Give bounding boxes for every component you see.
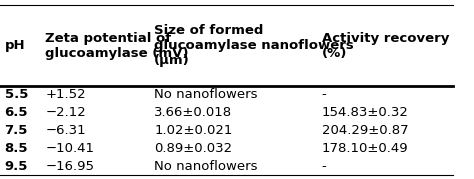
Text: +1.52: +1.52 [46, 88, 86, 101]
Text: 178.10±0.49: 178.10±0.49 [322, 142, 409, 155]
Text: -: - [322, 160, 327, 173]
Text: 7.5: 7.5 [5, 124, 28, 137]
Text: 9.5: 9.5 [5, 160, 28, 173]
Text: Zeta potential of
glucoamylase (mV): Zeta potential of glucoamylase (mV) [46, 32, 189, 60]
Text: pH: pH [5, 39, 25, 52]
Text: -: - [322, 88, 327, 101]
Text: No nanoflowers: No nanoflowers [154, 160, 257, 173]
Text: −2.12: −2.12 [46, 106, 86, 119]
Text: 204.29±0.87: 204.29±0.87 [322, 124, 409, 137]
Text: No nanoflowers: No nanoflowers [154, 88, 257, 101]
Text: 3.66±0.018: 3.66±0.018 [154, 106, 232, 119]
Text: −6.31: −6.31 [46, 124, 86, 137]
Text: 6.5: 6.5 [5, 106, 28, 119]
Text: 1.02±0.021: 1.02±0.021 [154, 124, 232, 137]
Text: −10.41: −10.41 [46, 142, 94, 155]
Text: Size of formed
glucoamylase nanoflowers
(μm): Size of formed glucoamylase nanoflowers … [154, 24, 354, 67]
Text: 5.5: 5.5 [5, 88, 28, 101]
Text: Activity recovery
(%): Activity recovery (%) [322, 32, 449, 60]
Text: 0.89±0.032: 0.89±0.032 [154, 142, 232, 155]
Text: 8.5: 8.5 [5, 142, 28, 155]
Text: −16.95: −16.95 [46, 160, 94, 173]
Text: 154.83±0.32: 154.83±0.32 [322, 106, 409, 119]
